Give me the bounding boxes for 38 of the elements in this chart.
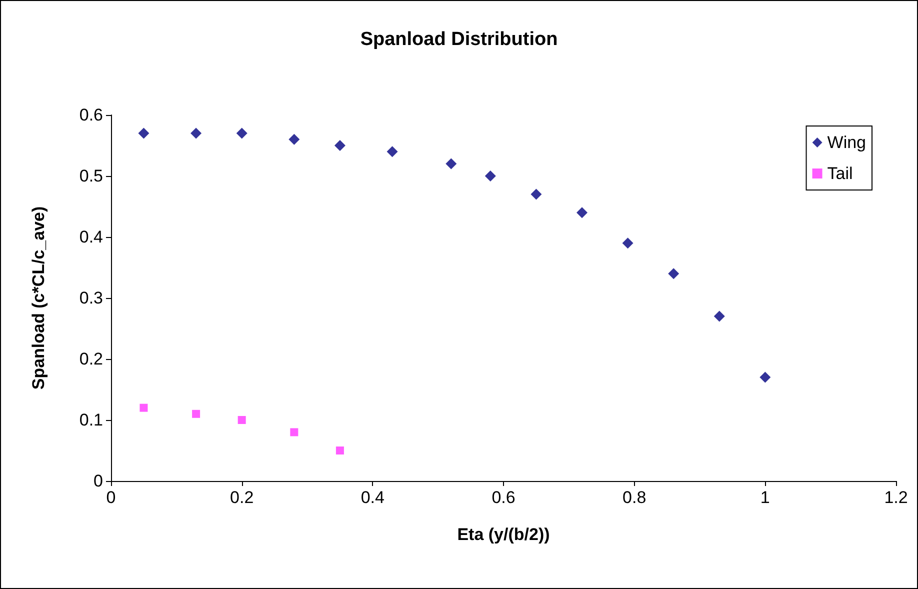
x-tick-label: 0.6 <box>492 488 516 507</box>
chart-title: Spanload Distribution <box>360 29 558 50</box>
point <box>192 410 200 418</box>
point <box>236 128 248 139</box>
legend-label: Tail <box>827 164 853 183</box>
y-tick-label: 0.5 <box>79 166 103 186</box>
point <box>238 416 246 424</box>
point <box>386 146 398 158</box>
y-tick-label: 0.1 <box>79 410 103 430</box>
y-tick-label: 0.6 <box>79 106 103 124</box>
y-tick-label: 0 <box>94 472 103 490</box>
x-tick-label: 0.4 <box>360 488 384 507</box>
point <box>760 372 771 383</box>
point <box>484 170 496 182</box>
point <box>334 140 346 151</box>
point <box>446 158 457 170</box>
x-axis-title: Eta (y/(b/2)) <box>457 525 550 544</box>
point <box>138 128 150 139</box>
point <box>530 188 542 200</box>
y-tick-label: 0.4 <box>79 228 103 246</box>
point <box>190 128 202 139</box>
y-axis-title: Spanload (c*CL/c_ave) <box>29 206 48 390</box>
x-tick-label: 0.2 <box>230 488 254 507</box>
point <box>714 310 725 322</box>
x-tick-label: 1 <box>760 488 770 507</box>
y-tick-label: 0.3 <box>79 288 103 308</box>
legend-label: Wing <box>827 133 866 152</box>
x-tick-label: 1.2 <box>884 488 908 507</box>
point <box>576 207 588 218</box>
point <box>288 134 300 145</box>
x-tick-label: 0.8 <box>622 488 646 507</box>
point <box>290 428 298 436</box>
point <box>336 446 344 454</box>
point <box>140 404 148 412</box>
x-tick-label: 0 <box>106 488 116 507</box>
point <box>668 268 680 280</box>
y-tick-label: 0.2 <box>79 350 103 368</box>
point <box>622 238 634 249</box>
